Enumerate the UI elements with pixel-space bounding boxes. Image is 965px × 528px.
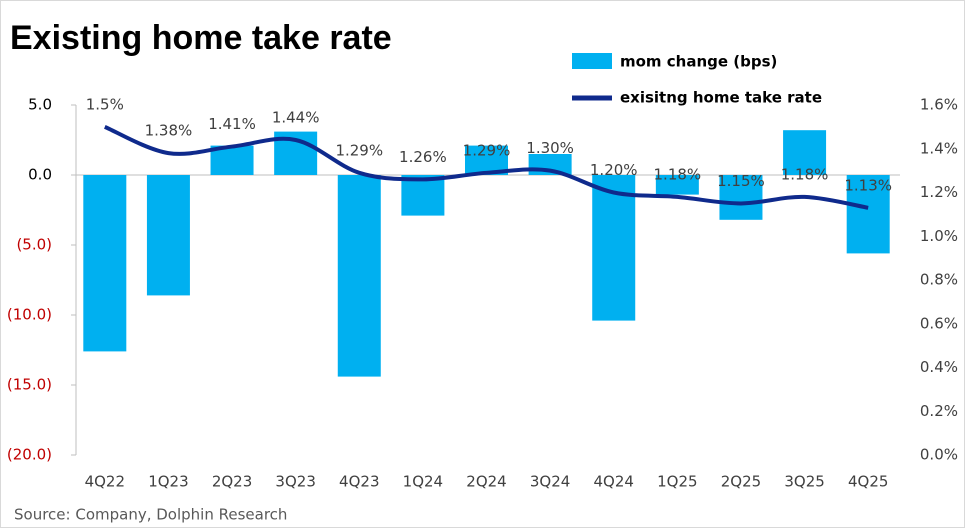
y-tick-label: 5.0	[28, 96, 52, 114]
data-label: 1.20%	[590, 161, 638, 179]
x-tick-label: 3Q23	[275, 473, 315, 491]
y2-tick-label: 0.0%	[920, 446, 958, 464]
x-tick-label: 1Q23	[148, 473, 188, 491]
data-label: 1.29%	[335, 141, 383, 159]
data-label: 1.26%	[399, 148, 447, 166]
bar	[401, 175, 445, 216]
y-tick-label: (5.0)	[16, 236, 52, 254]
bar	[783, 130, 827, 175]
y-tick-label: 0.0	[28, 166, 52, 184]
bar	[337, 175, 381, 377]
chart-title: Existing home take rate	[10, 19, 392, 57]
x-tick-label: 3Q24	[530, 473, 570, 491]
y-tick-label: (20.0)	[7, 446, 52, 464]
data-label: 1.18%	[654, 165, 702, 183]
bar	[83, 175, 127, 352]
bar	[592, 175, 636, 321]
bar	[146, 175, 190, 296]
y2-tick-label: 1.0%	[920, 227, 958, 245]
y2-tick-label: 0.8%	[920, 271, 958, 289]
x-tick-label: 1Q24	[403, 473, 443, 491]
data-label: 1.5%	[86, 95, 124, 113]
x-tick-label: 4Q25	[848, 473, 888, 491]
x-tick-label: 2Q23	[212, 473, 252, 491]
bar	[719, 175, 763, 220]
data-label: 1.38%	[145, 122, 193, 140]
y2-tick-label: 1.2%	[920, 183, 958, 201]
y2-tick-label: 1.6%	[920, 96, 958, 114]
x-tick-label: 4Q23	[339, 473, 379, 491]
legend-label: exisitng home take rate	[620, 89, 822, 107]
data-label: 1.29%	[463, 141, 511, 159]
y2-tick-label: 0.4%	[920, 358, 958, 376]
legend-swatch-bar	[572, 53, 612, 69]
data-label: 1.15%	[717, 172, 765, 190]
x-tick-label: 4Q22	[85, 473, 125, 491]
x-tick-label: 4Q24	[594, 473, 634, 491]
data-label: 1.41%	[208, 115, 256, 133]
y2-tick-label: 0.2%	[920, 402, 958, 420]
data-label: 1.44%	[272, 109, 320, 127]
x-tick-label: 3Q25	[784, 473, 824, 491]
bar	[846, 175, 890, 254]
x-tick-label: 2Q24	[466, 473, 506, 491]
source: Source: Company, Dolphin Research	[14, 506, 287, 524]
bar	[655, 175, 699, 195]
line	[104, 125, 869, 210]
y2-tick-label: 0.6%	[920, 314, 958, 332]
data-label: 1.13%	[844, 176, 892, 194]
data-label: 1.18%	[781, 165, 829, 183]
y-tick-label: (10.0)	[7, 306, 52, 324]
x-tick-label: 2Q25	[721, 473, 761, 491]
y-tick-label: (15.0)	[7, 376, 52, 394]
x-tick-label: 1Q25	[657, 473, 697, 491]
legend-label: mom change (bps)	[620, 53, 777, 71]
data-label: 1.30%	[526, 139, 574, 157]
y2-tick-label: 1.4%	[920, 139, 958, 157]
